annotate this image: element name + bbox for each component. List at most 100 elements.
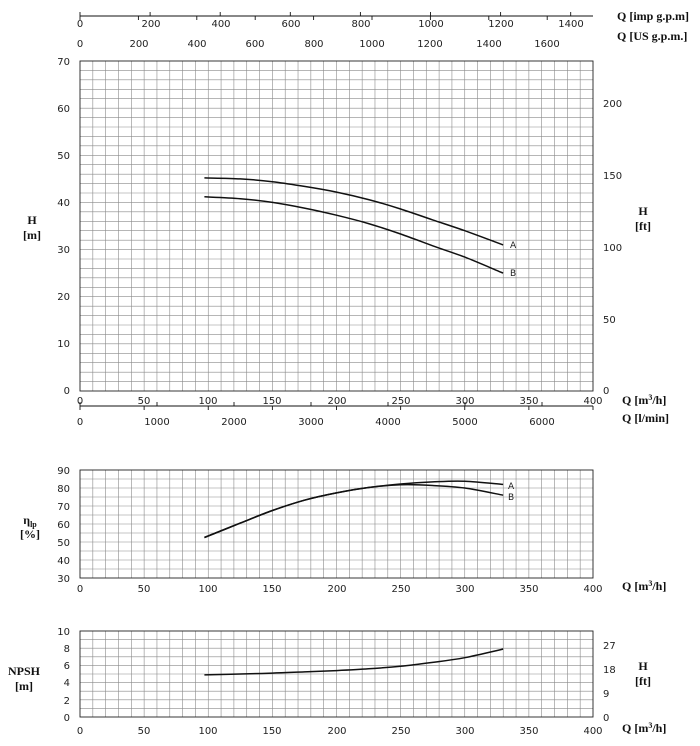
npsh-xtick-100: 100 — [198, 726, 217, 737]
head-ytick-30: 30 — [57, 245, 70, 256]
head-ytick-60: 60 — [57, 104, 70, 115]
us-tick-1200: 1200 — [417, 39, 442, 50]
imp-tick-400: 400 — [211, 19, 230, 30]
head-ft-tick-0: 0 — [603, 386, 609, 397]
eff-xtick-200: 200 — [327, 584, 346, 595]
imp-tick-0: 0 — [77, 19, 83, 30]
lmin-tick-6000: 6000 — [529, 417, 554, 428]
head-ylabel-h: H — [27, 213, 37, 227]
head-ytick-0: 0 — [64, 386, 70, 397]
eff-curve-label-a: A — [508, 482, 515, 492]
npsh-panel: 0 2 4 6 8 10 0 9 18 27 NPSH [m] H [ft] 0… — [8, 627, 666, 737]
head-ylabel-unit: [m] — [23, 228, 41, 242]
head-curve-label-b: B — [510, 269, 516, 279]
npsh-ft-tick-0: 0 — [603, 713, 609, 724]
us-gpm-label: Q [US g.p.m.] — [617, 29, 687, 43]
eff-curve-label-b: B — [508, 493, 514, 503]
npsh-ytick-0: 0 — [64, 713, 70, 724]
imp-tick-1200: 1200 — [488, 19, 513, 30]
head-ft-label-unit: [ft] — [635, 219, 651, 233]
us-tick-400: 400 — [187, 39, 206, 50]
us-tick-200: 200 — [129, 39, 148, 50]
head-ft-tick-150: 150 — [603, 171, 622, 182]
head-xtick-400: 400 — [583, 396, 602, 407]
eff-ytick-40: 40 — [57, 556, 70, 567]
eff-ytick-70: 70 — [57, 502, 70, 513]
head-xlabel-m3h: Q [m3/h] — [622, 393, 666, 407]
lmin-tick-1000: 1000 — [144, 417, 169, 428]
npsh-xtick-350: 350 — [519, 726, 538, 737]
npsh-xtick-0: 0 — [77, 726, 83, 737]
head-ytick-50: 50 — [57, 151, 70, 162]
head-ytick-40: 40 — [57, 198, 70, 209]
npsh-plot-frame — [79, 630, 594, 718]
head-ft-tick-200: 200 — [603, 99, 622, 110]
imp-tick-1000: 1000 — [418, 19, 443, 30]
npsh-ft-tick-18: 18 — [603, 665, 616, 676]
head-ft-tick-50: 50 — [603, 315, 616, 326]
eff-curve-b — [204, 483, 504, 539]
head-xtick-150: 150 — [262, 396, 281, 407]
npsh-xtick-50: 50 — [138, 726, 151, 737]
npsh-xtick-400: 400 — [583, 726, 602, 737]
eff-ytick-80: 80 — [57, 484, 70, 495]
npsh-ytick-4: 4 — [64, 678, 70, 689]
us-tick-1000: 1000 — [359, 39, 384, 50]
us-tick-1600: 1600 — [534, 39, 559, 50]
eff-xtick-50: 50 — [138, 584, 151, 595]
eff-xtick-350: 350 — [519, 584, 538, 595]
npsh-ytick-2: 2 — [64, 696, 70, 707]
eff-ytick-50: 50 — [57, 538, 70, 549]
lmin-tick-2000: 2000 — [221, 417, 246, 428]
head-ytick-20: 20 — [57, 292, 70, 303]
us-tick-600: 600 — [245, 39, 264, 50]
head-curve-label-a: A — [510, 241, 517, 251]
eff-ylabel-unit: [%] — [20, 527, 40, 541]
npsh-ylabel: NPSH — [8, 664, 41, 678]
lmin-tick-5000: 5000 — [452, 417, 477, 428]
imp-tick-600: 600 — [281, 19, 300, 30]
npsh-ytick-6: 6 — [64, 661, 70, 672]
eff-xtick-150: 150 — [262, 584, 281, 595]
head-xtick-300: 300 — [455, 396, 474, 407]
npsh-ft-tick-27: 27 — [603, 641, 616, 652]
npsh-ylabel-unit: [m] — [15, 679, 33, 693]
lmin-tick-3000: 3000 — [298, 417, 323, 428]
eff-xtick-0: 0 — [77, 584, 83, 595]
eff-ytick-90: 90 — [57, 466, 70, 477]
us-tick-1400: 1400 — [476, 39, 501, 50]
head-curve-b — [204, 196, 504, 274]
head-ft-tick-100: 100 — [603, 243, 622, 254]
eff-xtick-300: 300 — [455, 584, 474, 595]
us-tick-800: 800 — [304, 39, 323, 50]
lmin-tick-4000: 4000 — [375, 417, 400, 428]
eff-plot-frame — [79, 469, 594, 579]
npsh-ytick-10: 10 — [57, 627, 70, 638]
npsh-xtick-250: 250 — [391, 726, 410, 737]
head-xtick-0: 0 — [77, 396, 83, 407]
npsh-xtick-200: 200 — [327, 726, 346, 737]
head-ytick-10: 10 — [57, 339, 70, 350]
imp-gpm-label: Q [imp g.p.m] — [617, 9, 689, 23]
efficiency-panel: 30 40 50 60 70 80 90 ηlp [%] 0 50 100 15… — [20, 466, 666, 595]
npsh-curve-0 — [204, 648, 504, 676]
head-xtick-250: 250 — [391, 396, 410, 407]
eff-xlabel: Q [m3/h] — [622, 579, 666, 593]
npsh-ytick-8: 8 — [64, 644, 70, 655]
npsh-xtick-150: 150 — [262, 726, 281, 737]
us-tick-0: 0 — [77, 39, 83, 50]
eff-xtick-250: 250 — [391, 584, 410, 595]
head-plot-frame — [79, 60, 594, 392]
head-xlabel-lmin: Q [l/min] — [622, 411, 669, 425]
eff-xtick-400: 400 — [583, 584, 602, 595]
head-xtick-350: 350 — [519, 396, 538, 407]
head-xtick-100: 100 — [198, 396, 217, 407]
head-xtick-200: 200 — [327, 396, 346, 407]
npsh-ft-tick-9: 9 — [603, 689, 609, 700]
eff-ytick-60: 60 — [57, 520, 70, 531]
imp-tick-200: 200 — [141, 19, 160, 30]
head-ytick-70: 70 — [57, 57, 70, 68]
imp-tick-800: 800 — [351, 19, 370, 30]
npsh-ft-label-h: H — [638, 659, 648, 673]
